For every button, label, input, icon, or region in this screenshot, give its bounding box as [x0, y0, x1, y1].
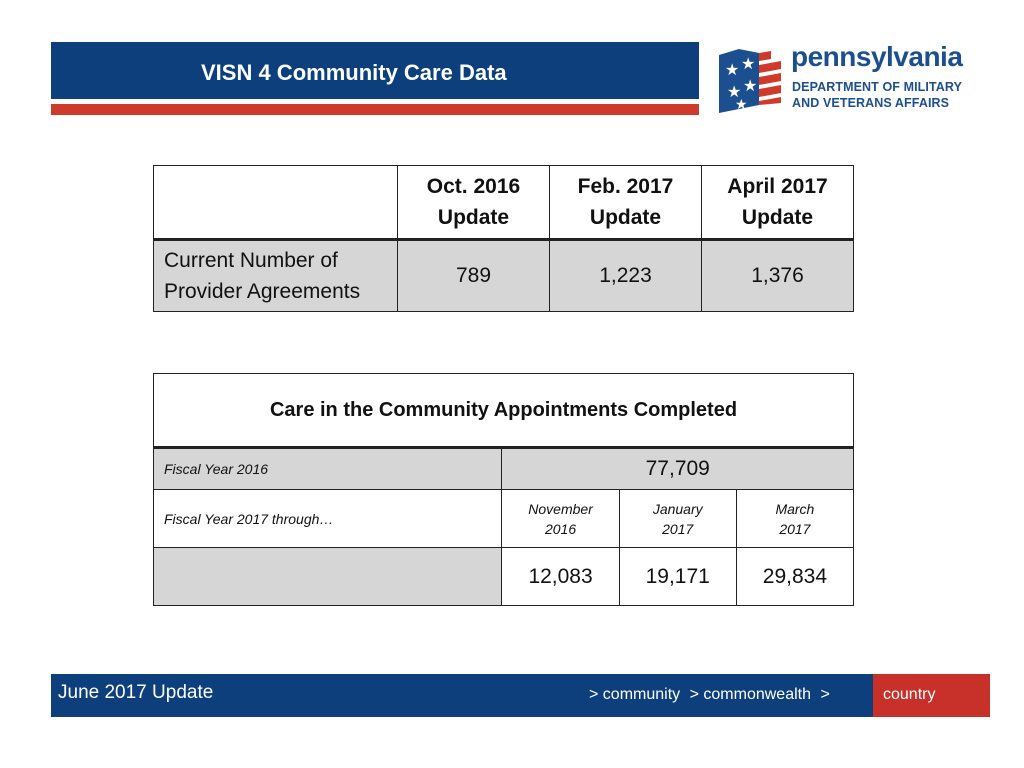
pa-dmva-logo: ★ ★ ★ ★ ★ pennsylvania DEPARTMENT OF MIL… — [719, 41, 979, 115]
header-accent-bar — [51, 104, 699, 115]
value-cell: 12,083 — [501, 547, 620, 606]
month-year: 2017 — [662, 520, 694, 537]
value-cell: 19,171 — [618, 547, 737, 606]
table-row: Current Number of Provider Agreements 78… — [153, 239, 854, 312]
month-name: November — [528, 500, 593, 517]
column-header-update: Update — [589, 206, 662, 229]
footer-bar: June 2017 Update > community > commonwea… — [51, 674, 990, 717]
footer-tagline: > community > commonwealth > — [589, 686, 835, 704]
tagline-commonwealth: > commonwealth — [689, 686, 811, 703]
row-label-line1: Current Number of — [164, 249, 338, 272]
table-header-row: Oct. 2016 Update Feb. 2017 Update April … — [153, 165, 854, 240]
column-header-update: Update — [741, 206, 814, 229]
row-label: Current Number of Provider Agreements — [153, 239, 398, 312]
row-label-line2: Provider Agreements — [164, 280, 361, 303]
table-row: Fiscal Year 2016 77,709 — [152, 447, 854, 490]
logo-subtitle-line1: DEPARTMENT OF MILITARY — [792, 80, 963, 94]
value-cell: 789 — [397, 239, 550, 312]
provider-agreements-table: Oct. 2016 Update Feb. 2017 Update April … — [153, 165, 854, 312]
footer-update-date: June 2017 Update — [58, 682, 214, 703]
month-year: 2016 — [544, 520, 577, 537]
svg-text:★: ★ — [743, 76, 757, 95]
table-row: Fiscal Year 2017 through… November 2016 … — [152, 489, 855, 548]
value-cell: 1,376 — [701, 239, 854, 312]
empty-corner-cell — [153, 165, 398, 240]
svg-text:★: ★ — [727, 82, 741, 101]
month-header: March 2017 — [735, 489, 855, 548]
column-header: Feb. 2017 Update — [549, 165, 702, 240]
value-cell: 1,223 — [549, 239, 702, 312]
table-title: Care in the Community Appointments Compl… — [153, 373, 854, 448]
tagline-arrow: > — [820, 686, 830, 703]
header-banner: VISN 4 Community Care Data — [51, 42, 699, 99]
column-header-update: Update — [437, 206, 510, 229]
month-year: 2017 — [779, 520, 811, 537]
logo-subtitle-line2: AND VETERANS AFFAIRS — [792, 96, 950, 110]
svg-text:★: ★ — [741, 54, 755, 73]
page-title: VISN 4 Community Care Data — [201, 60, 507, 85]
svg-text:★: ★ — [735, 97, 748, 113]
table-row: 12,083 19,171 29,834 — [152, 547, 855, 606]
column-header: April 2017 Update — [701, 165, 854, 240]
value-cell: 29,834 — [735, 547, 855, 606]
month-name: January — [652, 500, 703, 517]
tagline-country: country — [883, 686, 936, 703]
row-label: Fiscal Year 2016 — [152, 447, 503, 490]
empty-label-cell — [152, 547, 503, 606]
month-name: March — [775, 500, 815, 517]
column-header-date: Oct. 2016 — [426, 175, 521, 198]
tagline-community: > community — [589, 686, 681, 703]
table-title-row: Care in the Community Appointments Compl… — [153, 373, 854, 448]
column-header-date: Feb. 2017 — [577, 175, 674, 198]
footer-highlight-box: country — [873, 674, 990, 717]
month-header: January 2017 — [618, 489, 737, 548]
appointments-table: Care in the Community Appointments Compl… — [152, 373, 855, 606]
month-header: November 2016 — [501, 489, 620, 548]
row-label: Fiscal Year 2017 through… — [152, 489, 503, 548]
column-header-date: April 2017 — [727, 175, 828, 198]
column-header: Oct. 2016 Update — [397, 165, 550, 240]
svg-text:★: ★ — [725, 60, 739, 79]
logo-wordmark: pennsylvania — [791, 41, 963, 72]
value-cell: 77,709 — [501, 447, 854, 490]
flag-stars-icon: ★ ★ ★ ★ ★ — [719, 49, 781, 113]
